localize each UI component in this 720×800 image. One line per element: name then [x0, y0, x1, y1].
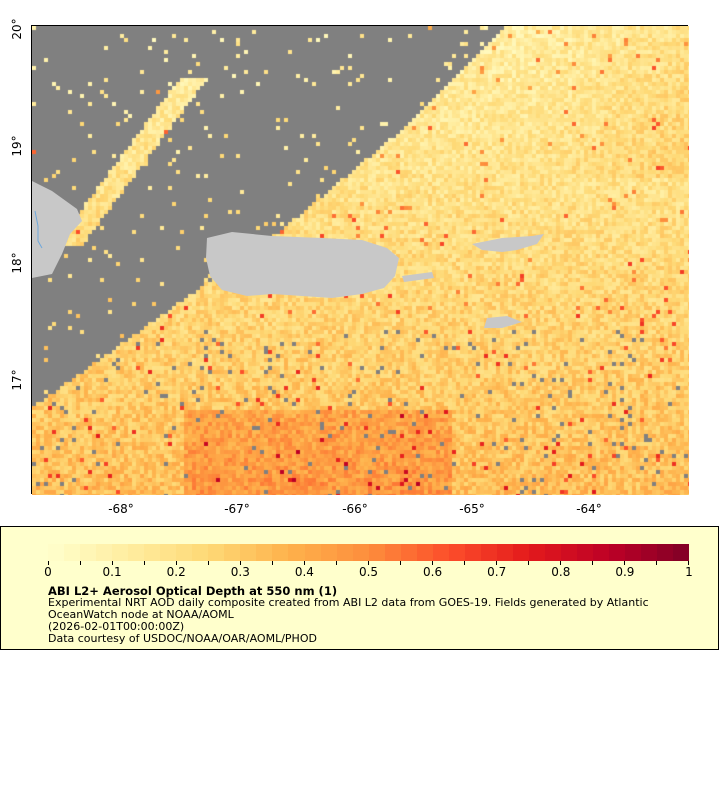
colorbar-tick: [208, 561, 209, 565]
lon-label: -65°: [459, 502, 485, 516]
colorbar-tick: [496, 561, 497, 565]
colorbar-tick: [176, 561, 177, 565]
colorbar-tick: [336, 561, 337, 565]
aod-map[interactable]: [31, 25, 689, 495]
legend-credit: Data courtesy of USDOC/NOAA/OAR/AOML/PHO…: [48, 632, 317, 645]
lat-label: 17°: [10, 369, 24, 391]
colorbar-segment: [368, 544, 385, 561]
colorbar-segment: [464, 544, 481, 561]
colorbar-segment: [320, 544, 337, 561]
colorbar-segment: [544, 544, 561, 561]
colorbar-tick: [560, 561, 561, 565]
virgin-islands-land: [402, 234, 544, 328]
colorbar-segment: [400, 544, 417, 561]
colorbar-tick: [48, 561, 49, 565]
legend-description: Experimental NRT AOD daily composite cre…: [48, 596, 649, 609]
colorbar-label: 0.3: [230, 565, 250, 579]
lon-label: -66°: [342, 502, 368, 516]
colorbar-label: 0.6: [423, 565, 443, 579]
lon-label: -64°: [576, 502, 602, 516]
colorbar-segment: [561, 544, 578, 561]
colorbar-segment: [288, 544, 305, 561]
colorbar-label: 0.5: [358, 565, 379, 579]
colorbar-segment: [192, 544, 209, 561]
colorbar-tick: [688, 561, 689, 565]
lat-label: 20°: [10, 18, 24, 40]
colorbar-label: 0.8: [551, 565, 571, 579]
colorbar-segment: [641, 544, 658, 561]
colorbar-segment: [448, 544, 465, 561]
colorbar-tick: [656, 561, 657, 565]
hispaniola-land: [32, 181, 82, 278]
colorbar-segment: [577, 544, 594, 561]
colorbar-label: 0.9: [615, 565, 635, 579]
colorbar-segment: [80, 544, 97, 561]
legend-description-cont: OceanWatch node at NOAA/AOML: [48, 608, 234, 621]
colorbar-segment: [352, 544, 369, 561]
colorbar-segment: [657, 544, 674, 561]
river: [34, 210, 43, 249]
colorbar-segment: [112, 544, 129, 561]
lon-label: -68°: [108, 502, 134, 516]
colorbar-segment: [64, 544, 81, 561]
colorbar-tick: [624, 561, 625, 565]
colorbar-segment: [304, 544, 321, 561]
colorbar-tick: [432, 561, 433, 565]
colorbar-segment: [625, 544, 642, 561]
colorbar-tick: [272, 561, 273, 565]
lon-label: -67°: [224, 502, 250, 516]
colorbar-segment: [224, 544, 241, 561]
map-overlay: [32, 181, 544, 328]
colorbar-segment: [240, 544, 257, 561]
colorbar-segment: [208, 544, 225, 561]
colorbar-segment: [256, 544, 273, 561]
colorbar-label: 0.4: [294, 565, 314, 579]
colorbar-tick: [112, 561, 113, 565]
colorbar-segment: [128, 544, 145, 561]
colorbar-tick: [304, 561, 305, 565]
colorbar-tick: [368, 561, 369, 565]
colorbar-segment: [528, 544, 545, 561]
lat-label: 19°: [10, 135, 24, 157]
legend-panel: 0 0.1 0.2 0.3 0.4 0.5 0.6 0.7 0.8 0.9 1 ABI L2+ Ae…: [0, 526, 719, 650]
colorbar: [48, 544, 690, 561]
puerto-rico-land: [206, 232, 399, 298]
colorbar-segment: [384, 544, 401, 561]
colorbar-label: 1: [685, 565, 693, 579]
colorbar-tick: [464, 561, 465, 565]
colorbar-label: 0.2: [166, 565, 186, 579]
lat-label: 18°: [10, 252, 24, 274]
colorbar-tick: [240, 561, 241, 565]
colorbar-tick: [592, 561, 593, 565]
colorbar-label: 0: [44, 565, 52, 579]
colorbar-segment: [496, 544, 513, 561]
colorbar-segment: [512, 544, 529, 561]
colorbar-tick: [528, 561, 529, 565]
legend-title: ABI L2+ Aerosol Optical Depth at 550 nm …: [48, 584, 338, 598]
colorbar-segment: [609, 544, 626, 561]
colorbar-segment: [432, 544, 449, 561]
colorbar-segment: [416, 544, 433, 561]
colorbar-segment: [593, 544, 610, 561]
colorbar-segment: [48, 544, 65, 561]
colorbar-segment: [96, 544, 113, 561]
colorbar-segment: [272, 544, 289, 561]
legend-time: (2026-02-01T00:00:00Z): [48, 620, 185, 633]
colorbar-segment: [673, 544, 690, 561]
colorbar-label: 0.1: [102, 565, 122, 579]
colorbar-segment: [480, 544, 497, 561]
colorbar-segment: [336, 544, 353, 561]
colorbar-tick: [144, 561, 145, 565]
colorbar-segment: [160, 544, 177, 561]
colorbar-label: 0.7: [487, 565, 507, 579]
colorbar-segment: [176, 544, 193, 561]
colorbar-tick: [80, 561, 81, 565]
colorbar-segment: [144, 544, 161, 561]
colorbar-tick: [400, 561, 401, 565]
